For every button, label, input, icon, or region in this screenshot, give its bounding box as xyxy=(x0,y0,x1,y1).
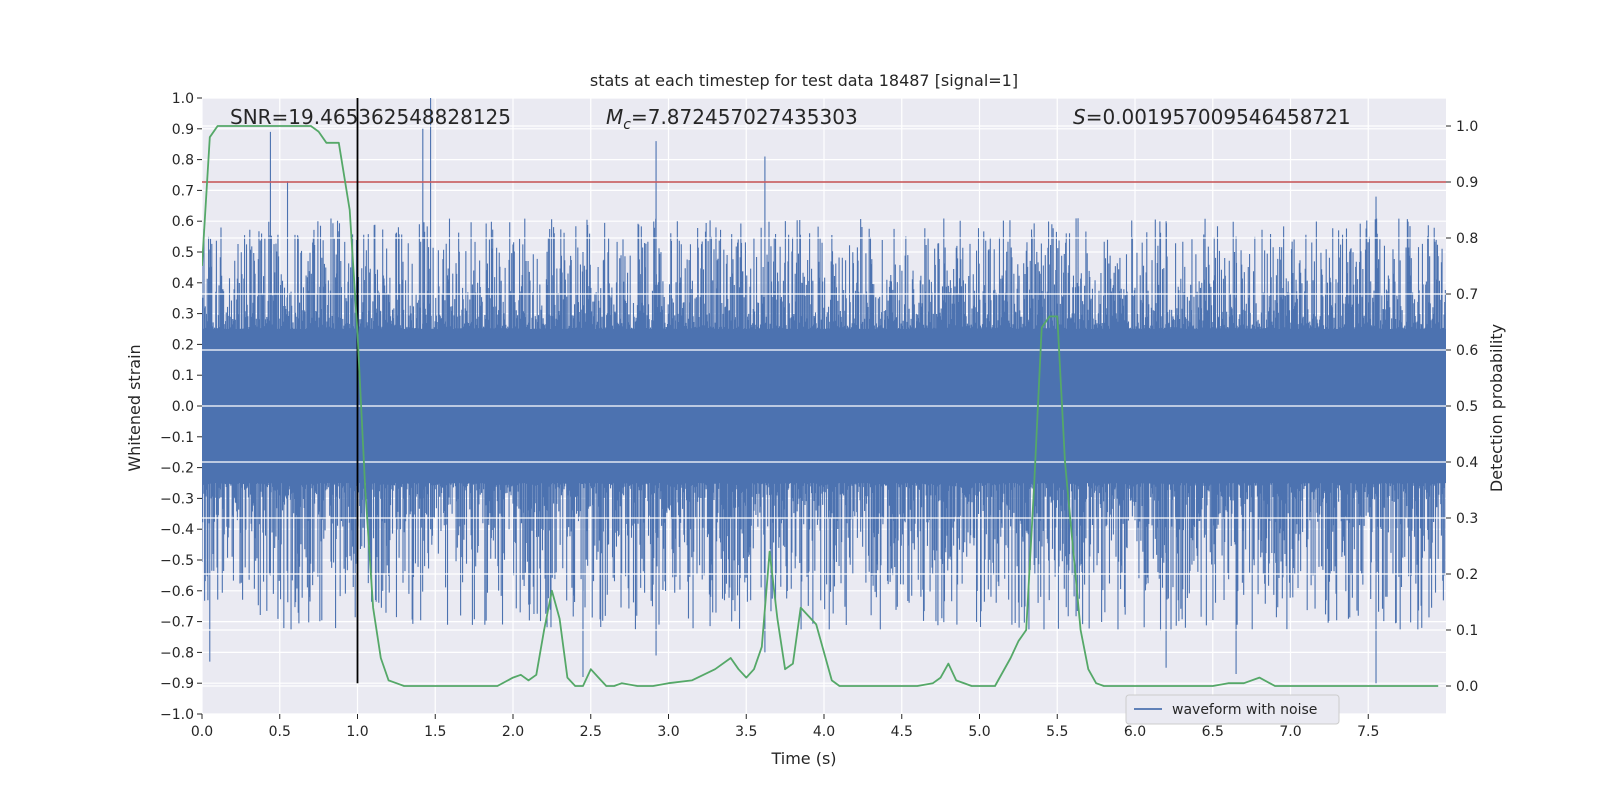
y-tick-label: 0.4 xyxy=(172,276,194,292)
y2-tick-label: 0.2 xyxy=(1456,567,1478,583)
series-detection-probability xyxy=(202,125,1439,687)
x-tick-label: 4.5 xyxy=(891,724,913,740)
x-tick-label: 4.0 xyxy=(813,724,835,740)
y2-tick-label: 0.8 xyxy=(1456,231,1478,247)
x-tick-label: 2.0 xyxy=(502,724,524,740)
x-tick-label: 7.0 xyxy=(1279,724,1301,740)
chirp-mass-symbol: M xyxy=(606,105,623,129)
y2-axis-label: Detection probability xyxy=(1487,324,1506,492)
legend: waveform with noise xyxy=(1125,694,1340,725)
y-tick-label: 0.1 xyxy=(172,368,194,384)
x-tick-label: 2.5 xyxy=(580,724,602,740)
x-tick-label: 5.0 xyxy=(968,724,990,740)
chirp-mass-value: =7.872457027435303 xyxy=(631,105,858,129)
x-tick-label: 5.5 xyxy=(1046,724,1068,740)
x-tick-label: 7.5 xyxy=(1357,724,1379,740)
y-tick-label: −1.0 xyxy=(160,707,194,723)
y-tick-label: −0.8 xyxy=(160,645,194,661)
y-tick-label: 0.8 xyxy=(172,153,194,169)
x-tick-label: 1.5 xyxy=(424,724,446,740)
x-tick-label: 0.5 xyxy=(269,724,291,740)
legend-label-waveform: waveform with noise xyxy=(1172,702,1317,718)
x-tick-label: 6.5 xyxy=(1202,724,1224,740)
x-tick-label: 6.0 xyxy=(1124,724,1146,740)
x-axis-ticks: 0.0 0.5 1.0 1.5 2.0 2.5 3.0 3.5 4.0 4.5 5.0 5.5 6.0 6… xyxy=(191,714,1379,740)
y2-tick-label: 0.4 xyxy=(1456,455,1478,471)
y-tick-label: −0.3 xyxy=(160,491,194,507)
y2-tick-label: 0.1 xyxy=(1456,623,1478,639)
y-tick-label: −0.4 xyxy=(160,522,194,538)
y2-tick-label: 0.9 xyxy=(1456,175,1478,191)
y2-axis-ticks: 1.0 0.9 0.8 0.7 0.6 0.5 0.4 0.3 0.2 0.1 0.0 xyxy=(1446,119,1478,695)
y-tick-label: −0.5 xyxy=(160,553,194,569)
y-tick-label: −0.9 xyxy=(160,676,194,692)
y2-tick-label: 0.3 xyxy=(1456,511,1478,527)
x-tick-label: 3.5 xyxy=(735,724,757,740)
overlays xyxy=(202,98,1446,687)
chirp-mass-annotation: Mc=7.872457027435303 xyxy=(606,105,858,133)
y-tick-label: 0.3 xyxy=(172,307,194,323)
x-tick-label: 3.0 xyxy=(657,724,679,740)
y2-tick-label: 0.7 xyxy=(1456,287,1478,303)
x-tick-label: 1.0 xyxy=(346,724,368,740)
x-axis-label: Time (s) xyxy=(770,749,836,768)
y-tick-label: 0.5 xyxy=(172,245,194,261)
legend-box xyxy=(1125,694,1340,725)
y-tick-label: 1.0 xyxy=(172,91,194,107)
s-annotation: S=0.001957009546458721 xyxy=(1073,105,1351,129)
y-tick-label: 0.0 xyxy=(172,399,194,415)
detection-probability-line xyxy=(202,125,1439,687)
y-tick-label: 0.9 xyxy=(172,122,194,138)
chart-title: stats at each timestep for test data 184… xyxy=(590,71,1018,90)
y2-tick-label: 1.0 xyxy=(1456,119,1478,135)
y-tick-label: −0.7 xyxy=(160,615,194,631)
x-tick-label: 0.0 xyxy=(191,724,213,740)
y-axis-ticks: 1.0 0.9 0.8 0.7 0.6 0.5 0.4 0.3 0.2 0.1 0.0 −0.1 −0.… xyxy=(160,91,202,723)
y-tick-label: −0.2 xyxy=(160,461,194,477)
y2-tick-label: 0.5 xyxy=(1456,399,1478,415)
snr-annotation: SNR=19.465362548828125 xyxy=(230,105,511,129)
y-tick-label: 0.6 xyxy=(172,214,194,230)
y-axis-label: Whitened strain xyxy=(125,344,144,471)
y-tick-label: 0.7 xyxy=(172,183,194,199)
s-value: =0.001957009546458721 xyxy=(1086,105,1351,129)
y-tick-label: −0.6 xyxy=(160,584,194,600)
y2-tick-label: 0.0 xyxy=(1456,679,1478,695)
y2-tick-label: 0.6 xyxy=(1456,343,1478,359)
y-tick-label: 0.2 xyxy=(172,337,194,353)
chirp-mass-subscript: c xyxy=(623,117,631,133)
s-symbol: S xyxy=(1073,105,1086,129)
y-tick-label: −0.1 xyxy=(160,430,194,446)
